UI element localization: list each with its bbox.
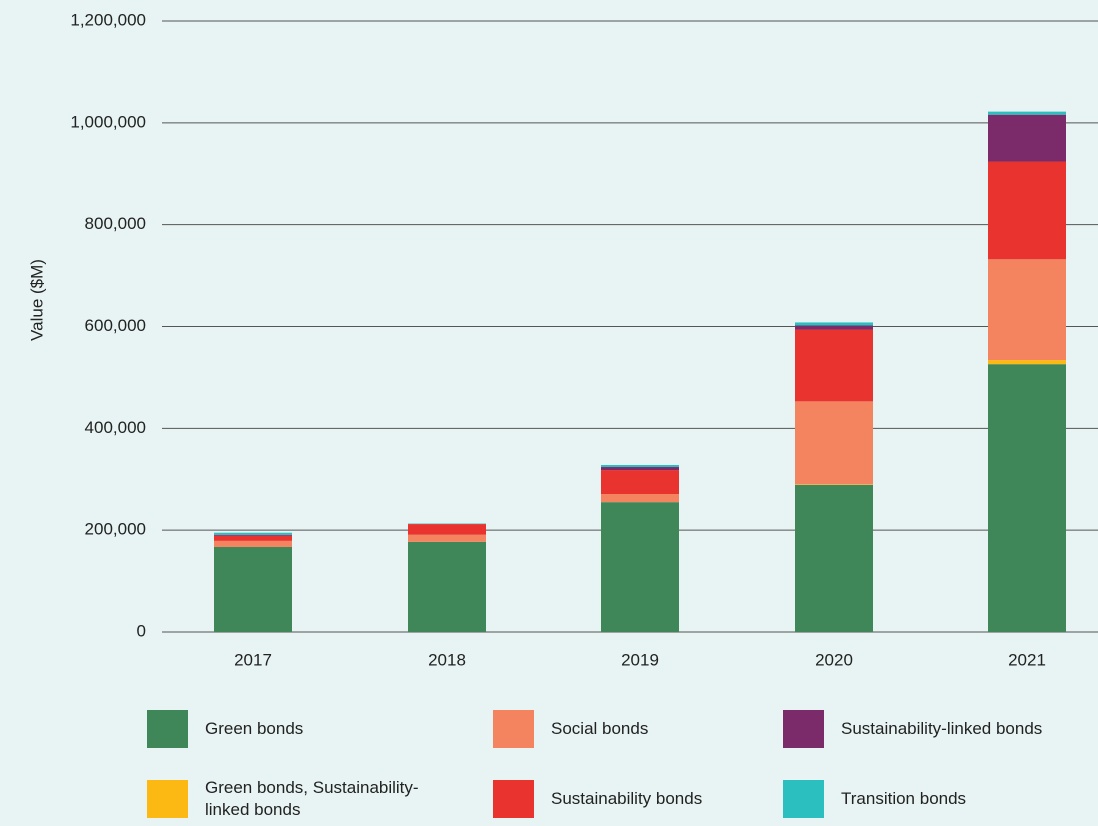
legend-swatch (783, 780, 824, 818)
bar-segment (988, 114, 1066, 162)
bar-segment (601, 467, 679, 471)
y-tick-label: 1,000,000 (70, 112, 146, 131)
legend-label: Green bonds (205, 719, 304, 738)
legend-swatch (147, 780, 188, 818)
y-tick-label: 0 (137, 621, 146, 640)
legend-item: Green bonds, Sustainability-linked bonds (147, 778, 420, 819)
bar-segment (988, 360, 1066, 365)
bar-segment (214, 546, 292, 632)
legend-label: Transition bonds (841, 789, 967, 808)
legend-label: Sustainability-linked bonds (841, 719, 1043, 738)
bar-segment (988, 364, 1066, 632)
bar-segment (795, 325, 873, 330)
legend-item: Sustainability bonds (493, 780, 801, 818)
legend-item: Transition bonds (783, 780, 1091, 818)
x-tick-label: 2017 (234, 650, 272, 669)
bar-segment (408, 523, 486, 525)
bar-segment (988, 161, 1066, 260)
bar-segment (795, 401, 873, 485)
bar-segment (214, 540, 292, 547)
legend-item: Sustainability-linked bonds (783, 710, 1091, 748)
bar-segment (795, 322, 873, 326)
x-tick-label: 2020 (815, 650, 853, 669)
legend-swatch (493, 780, 534, 818)
y-tick-label: 800,000 (85, 214, 146, 233)
bar-segment (408, 534, 486, 542)
legend-item: Green bonds (147, 710, 455, 748)
x-tick-label: 2018 (428, 650, 466, 669)
legend-swatch (147, 710, 188, 748)
bar-segment (988, 111, 1066, 115)
bar-segment (795, 329, 873, 402)
bar-segment (795, 484, 873, 485)
bar-segment (601, 470, 679, 495)
legend-swatch (783, 710, 824, 748)
legend-swatch (493, 710, 534, 748)
x-tick-label: 2019 (621, 650, 659, 669)
bar-segment (601, 494, 679, 503)
bar-segment (795, 484, 873, 632)
x-tick-label: 2021 (1008, 650, 1046, 669)
bar-segment (214, 532, 292, 535)
bar-segment (601, 502, 679, 632)
y-tick-label: 400,000 (85, 418, 146, 437)
legend-label: Sustainability bonds (551, 789, 703, 808)
bar-segment (214, 535, 292, 541)
bar-segment (408, 524, 486, 535)
bar-segment (988, 259, 1066, 361)
bar-segment (214, 534, 292, 536)
y-tick-label: 200,000 (85, 520, 146, 539)
bar-segment (601, 464, 679, 468)
legend-label: Social bonds (551, 719, 649, 738)
y-tick-label: 1,200,000 (70, 10, 146, 29)
y-tick-label: 600,000 (85, 316, 146, 335)
legend-label: Green bonds, Sustainability-linked bonds (205, 778, 419, 819)
legend-item: Social bonds (493, 710, 801, 748)
y-axis-label: Value ($M) (27, 259, 46, 341)
bar-segment (408, 541, 486, 632)
